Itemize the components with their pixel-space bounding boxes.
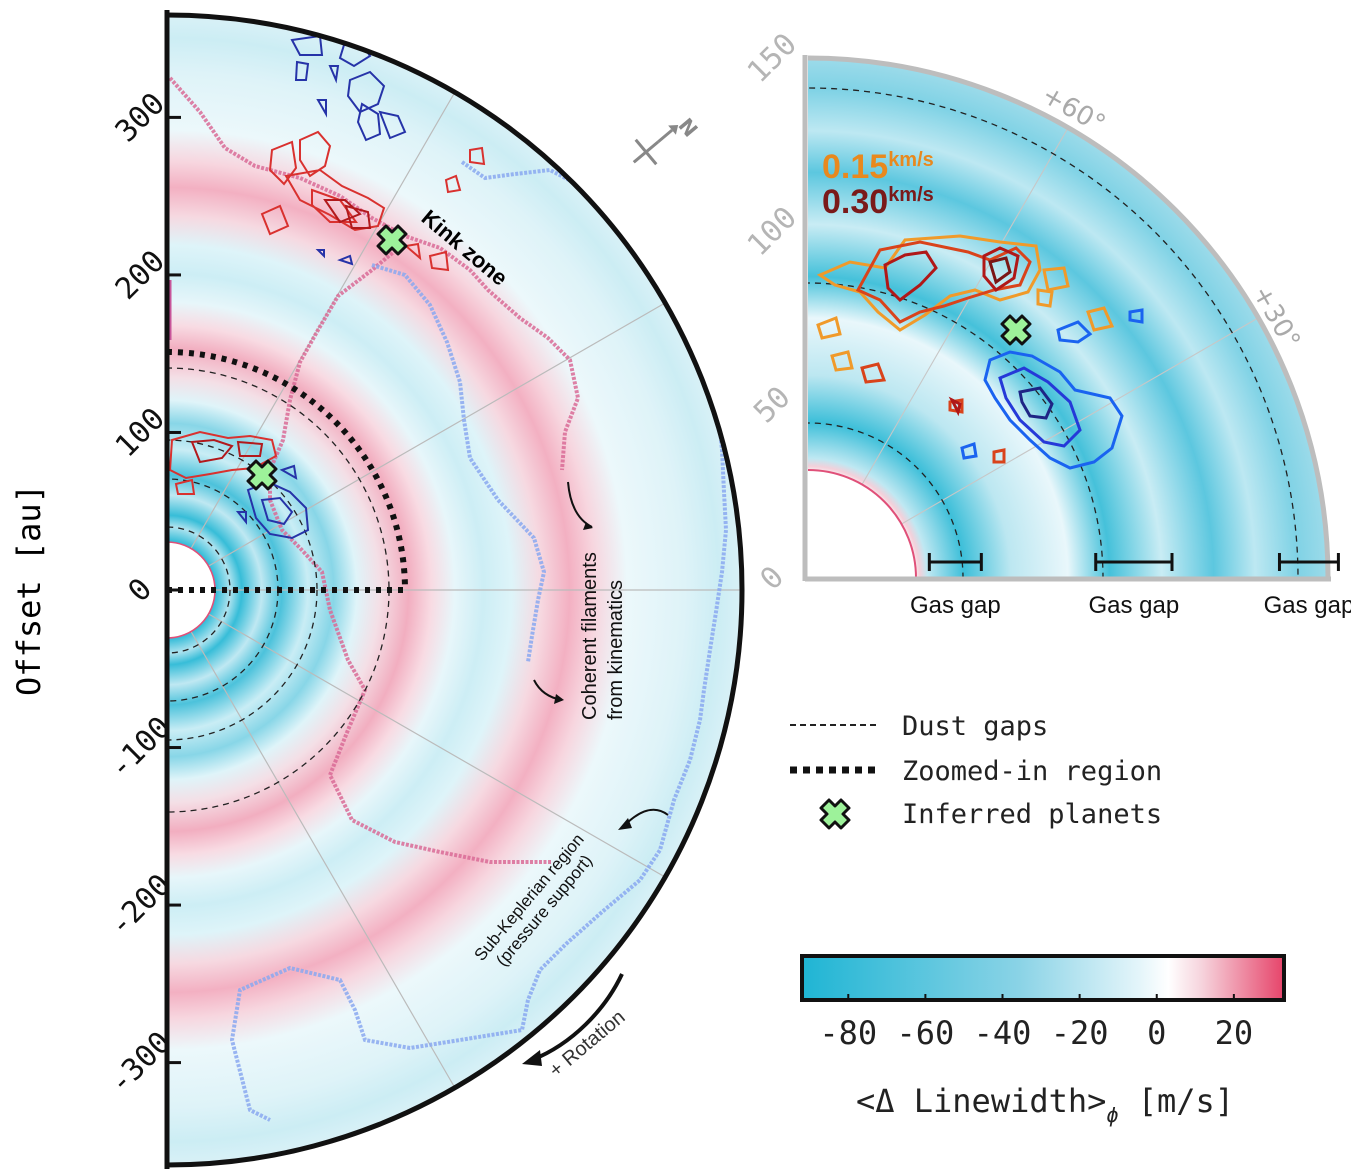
north-label: N <box>674 113 703 141</box>
y-tick-label: 300 <box>109 86 172 149</box>
legend-value-1: 0.15km/s <box>822 148 934 186</box>
colorbar-tick-label: 0 <box>1147 1014 1166 1052</box>
legend-zoomed-region: Zoomed-in region <box>902 756 1162 787</box>
colorbar-tick-label: -60 <box>896 1014 954 1052</box>
zoom-inner-hole <box>808 469 917 578</box>
legend-inferred-planets: Inferred planets <box>902 799 1162 830</box>
zoom-r-tick-label: 50 <box>747 380 797 430</box>
colorbar: -80 -60 -40 -20 0 20 <Δ Linewidth>ϕ [m/s] <box>800 954 1286 1127</box>
y-tick-label: 0 <box>122 572 160 610</box>
gas-gap-label: Gas gap <box>1088 592 1179 619</box>
colorbar-tick-label: 20 <box>1215 1014 1254 1052</box>
lower-contours <box>168 430 310 540</box>
colorbar-tick-label: -80 <box>819 1014 877 1052</box>
upper-contours <box>260 34 486 272</box>
zoom-background <box>808 58 1328 578</box>
planet-marker-1 <box>376 224 408 256</box>
colorbar-tick-label: -20 <box>1051 1014 1109 1052</box>
gas-gap-markers: Gas gap Gas gap Gas gap <box>910 553 1351 619</box>
zoom-arc-frame <box>807 55 1331 579</box>
legend-dust-gaps: Dust gaps <box>902 711 1048 742</box>
colorbar-label: <Δ Linewidth>ϕ [m/s] <box>856 1082 1234 1127</box>
planet-marker-2 <box>246 459 278 491</box>
colorbar-tick-label: -40 <box>974 1014 1032 1052</box>
gas-gap-label: Gas gap <box>1264 592 1351 619</box>
zoom-region-outline <box>167 349 408 593</box>
zoom-r-ticks: 0 50 100 150 <box>741 27 804 597</box>
legend: Dust gaps Zoomed-in region Inferred plan… <box>790 711 1162 830</box>
legend-value-2: 0.30km/s <box>822 183 934 221</box>
zoom-r-tick-label: 0 <box>754 560 792 598</box>
zoom-r-tick-label: 100 <box>741 200 804 263</box>
main-disk-rim <box>166 12 745 1168</box>
north-indicator: N <box>632 113 703 166</box>
legend-cross-swatch <box>819 798 851 830</box>
blue-filament <box>229 160 729 1122</box>
zoom-contours <box>816 234 1144 470</box>
zoom-planet-marker <box>1000 314 1032 346</box>
pink-filament <box>168 76 581 864</box>
colorbar-ticks: -80 -60 -40 -20 0 20 <box>819 994 1253 1052</box>
y-tick-label: 200 <box>109 244 172 307</box>
main-y-axis-label: Offset [au] <box>10 484 48 696</box>
y-tick-label: 100 <box>109 401 172 464</box>
rotation-arrow <box>531 973 624 1062</box>
rotation-label: + Rotation <box>545 1006 629 1082</box>
gas-gap-label: Gas gap <box>910 592 1001 619</box>
colorbar-gradient <box>800 954 1286 1002</box>
zoom-r-tick-label: 150 <box>741 27 804 90</box>
filaments-label: Coherent filaments from kinematics <box>579 547 627 720</box>
